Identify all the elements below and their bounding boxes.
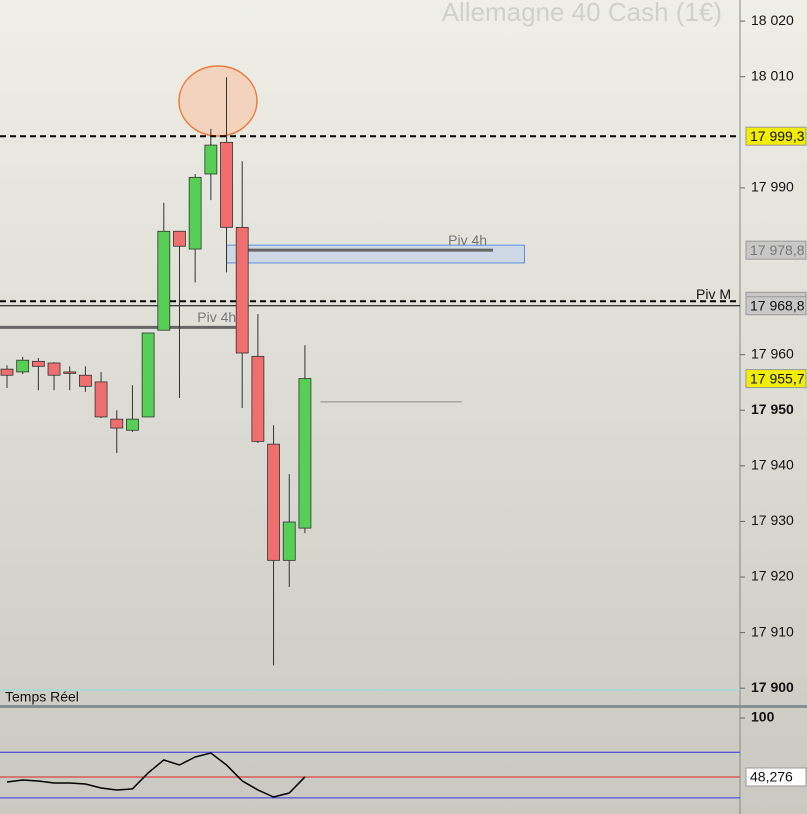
level-label: Piv M bbox=[696, 286, 731, 302]
candle-body bbox=[251, 355, 265, 442]
price-tag bbox=[745, 240, 807, 260]
price-tag bbox=[745, 126, 807, 146]
level-label: Piv 4h bbox=[448, 232, 487, 248]
candle-body bbox=[110, 418, 124, 429]
y-tick-label: 17 900 bbox=[751, 679, 794, 695]
candle-body bbox=[188, 176, 202, 250]
candle-body bbox=[47, 362, 61, 376]
price-tag bbox=[745, 767, 807, 787]
y-tick-label: 17 990 bbox=[751, 179, 794, 195]
y-tick-label: 17 950 bbox=[751, 401, 794, 417]
price-tag-label: 17 955,7 bbox=[750, 370, 805, 386]
y-tick-label: 17 940 bbox=[751, 457, 794, 473]
price-tag-label: 48,276 bbox=[750, 769, 793, 785]
candle-body bbox=[173, 230, 186, 247]
candle-body bbox=[220, 141, 233, 228]
candle-body bbox=[94, 381, 108, 418]
candle-body bbox=[157, 230, 171, 331]
candle-body bbox=[298, 378, 312, 529]
candle-body bbox=[282, 521, 296, 561]
candle-body bbox=[31, 360, 45, 367]
candle-body bbox=[204, 144, 218, 175]
candle-body bbox=[235, 226, 249, 354]
y-tick-label: 17 920 bbox=[751, 568, 794, 584]
panel-title: Temps Réel bbox=[5, 689, 79, 705]
candle-body bbox=[0, 368, 14, 376]
y-tick-label: 18 020 bbox=[751, 12, 794, 28]
panel-divider bbox=[0, 705, 807, 708]
level-label: Piv 4h bbox=[197, 309, 236, 325]
candle-body bbox=[267, 443, 280, 561]
y-tick-label: 17 910 bbox=[751, 623, 794, 639]
price-tag bbox=[745, 369, 807, 389]
candle-body bbox=[16, 359, 30, 373]
indicator-line bbox=[6, 752, 306, 798]
chart-title: Allemagne 40 Cash (1€) bbox=[442, 0, 722, 27]
highlight-circle bbox=[178, 65, 258, 137]
candle-body bbox=[63, 371, 77, 374]
y-tick-label: 17 960 bbox=[751, 345, 794, 361]
price-tag-label: 17 999,3 bbox=[750, 128, 805, 144]
candle-body bbox=[79, 374, 92, 387]
price-tag-label: 17 968,8 bbox=[750, 297, 805, 313]
price-tag-label: 17 978,8 bbox=[750, 242, 805, 258]
candle-body bbox=[141, 332, 155, 418]
price-tag bbox=[745, 296, 807, 316]
y-tick-label: 18 010 bbox=[751, 67, 794, 83]
y-tick-label: 17 930 bbox=[751, 512, 794, 528]
candle-body bbox=[126, 418, 139, 431]
y-tick-label: 100 bbox=[751, 709, 775, 725]
